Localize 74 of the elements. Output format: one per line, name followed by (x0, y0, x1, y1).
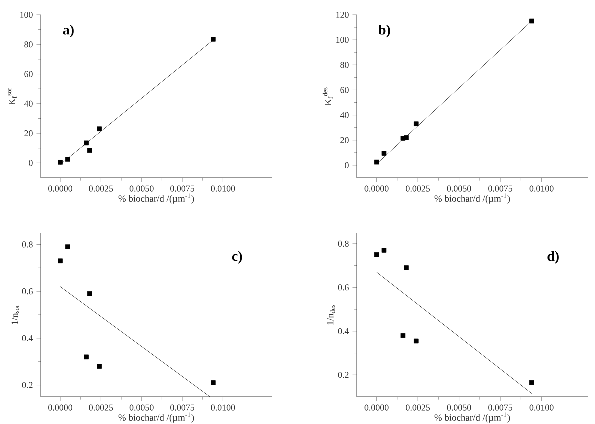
x-tick-label: 0.0050 (447, 186, 472, 192)
x-tick-label: 0.0075 (488, 186, 513, 192)
y-tick-label: 120 (336, 12, 349, 18)
x-tick-label: 0.0050 (130, 186, 154, 192)
y-tick-label: 40 (340, 112, 349, 118)
point (374, 160, 380, 165)
y-tick-label: 60 (340, 87, 349, 94)
y-tick-label: 0.4 (22, 335, 34, 342)
point (530, 380, 534, 386)
x-tick-label: 0.0000 (48, 404, 73, 411)
x-tick-label: 0.0075 (488, 404, 513, 411)
y-tick-label: 80 (340, 62, 349, 68)
x-tick-label: 0.0100 (530, 186, 554, 192)
x-axis-title: % biochar/d /(µm$^{-1}$) (434, 194, 510, 204)
y-tick-label: 60 (24, 71, 33, 78)
point (374, 252, 380, 258)
y-axis-title: 1/n$_{des}$ (327, 305, 336, 325)
y-tick-label: 0.6 (338, 284, 349, 291)
x-tick-label: 0.0075 (170, 404, 195, 411)
y-tick-label: 0.2 (22, 382, 33, 388)
point (530, 18, 534, 24)
point (382, 151, 387, 156)
point (87, 148, 92, 153)
x-tick-label: 0.0100 (530, 404, 554, 411)
y-tick-label: 40 (24, 100, 33, 107)
y-tick-label: 20 (24, 130, 33, 137)
y-tick-label: 100 (336, 37, 349, 44)
y-tick-label: 0.6 (22, 288, 33, 295)
x-tick-label: 0.0000 (48, 186, 73, 192)
y-tick-label: 20 (340, 137, 349, 144)
point (58, 258, 63, 264)
x-axis-title: % biochar/d /(µm$^{-1}$) (118, 194, 194, 204)
y-tick-label: 100 (20, 12, 33, 18)
point (404, 135, 409, 140)
x-tick-label: 0.0025 (406, 186, 430, 192)
point (84, 140, 89, 146)
annotation: d) (548, 251, 559, 264)
x-tick-label: 0.0075 (170, 186, 195, 192)
x-tick-label: 0.0100 (211, 404, 236, 411)
y-tick-label: 80 (24, 42, 33, 48)
point (211, 380, 216, 386)
annotation: c) (232, 251, 242, 264)
x-tick-label: 0.0025 (89, 404, 114, 411)
x-tick-label: 0.0025 (89, 186, 114, 192)
y-tick-label: 0.8 (22, 242, 33, 248)
x-axis-title: % biochar/d /(µm$^{-1}$) (118, 412, 194, 423)
y-axis-title: 1/n$_{sor}$ (12, 305, 20, 325)
x-axis-title: % biochar/d /(µm$^{-1}$) (434, 412, 510, 423)
x-tick-label: 0.0050 (447, 404, 472, 411)
point (65, 244, 70, 250)
point (382, 248, 387, 253)
point (58, 160, 63, 165)
y-tick-label: 0 (29, 160, 33, 166)
annotation: a) (63, 24, 74, 38)
point (414, 338, 419, 344)
x-tick-label: 0.0000 (364, 404, 389, 411)
x-tick-label: 0.0050 (130, 404, 154, 411)
point (97, 364, 102, 369)
x-tick-label: 0.0100 (211, 186, 236, 192)
point (97, 126, 102, 132)
point (400, 333, 406, 338)
point (84, 354, 89, 360)
y-tick-label: 0.4 (338, 328, 350, 334)
point (87, 292, 92, 296)
point (414, 122, 419, 126)
point (404, 266, 409, 270)
point (211, 37, 216, 42)
annotation: b) (378, 24, 390, 38)
x-tick-label: 0.0000 (364, 186, 389, 192)
point (65, 157, 70, 162)
y-tick-label: 0.8 (338, 240, 349, 247)
y-tick-label: 0 (345, 162, 349, 168)
y-tick-label: 0.2 (338, 372, 349, 378)
x-tick-label: 0.0025 (406, 404, 430, 411)
